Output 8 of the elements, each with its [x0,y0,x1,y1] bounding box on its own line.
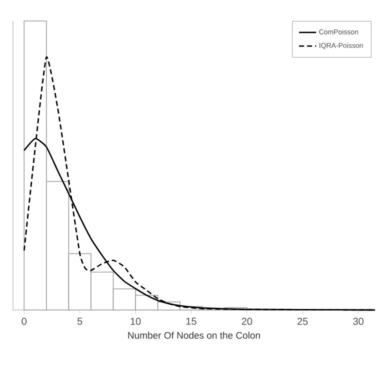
x-tick-label: 20 [242,318,252,325]
x-tick-label: 10 [130,318,141,325]
x-tick-label: 30 [353,318,364,325]
x-axis-title: Number Of Nodes on the Colon [128,332,260,339]
x-tick-label: 25 [298,318,308,325]
x-tick-label: 15 [186,318,196,325]
x-tick-label: 0 [22,318,27,325]
x-tick-label: 5 [77,318,82,325]
